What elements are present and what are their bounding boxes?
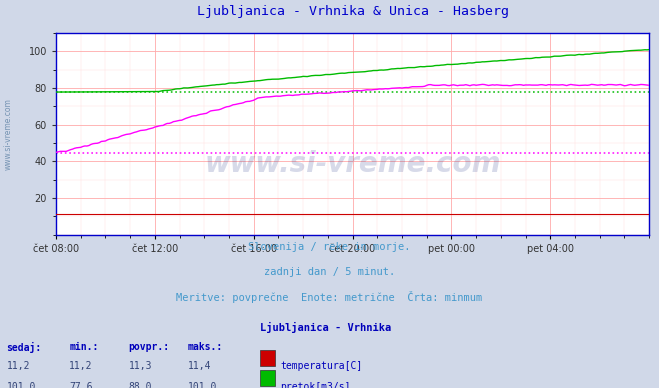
Text: Ljubljanica - Vrhnika: Ljubljanica - Vrhnika: [260, 322, 391, 333]
Text: 11,2: 11,2: [69, 362, 93, 371]
Text: temperatura[C]: temperatura[C]: [280, 362, 362, 371]
Text: Slovenija / reke in morje.: Slovenija / reke in morje.: [248, 242, 411, 253]
Text: povpr.:: povpr.:: [129, 342, 169, 352]
Text: www.si-vreme.com: www.si-vreme.com: [204, 150, 501, 178]
Text: 11,3: 11,3: [129, 362, 152, 371]
Text: maks.:: maks.:: [188, 342, 223, 352]
Text: 88,0: 88,0: [129, 382, 152, 388]
Text: pretok[m3/s]: pretok[m3/s]: [280, 382, 351, 388]
Text: www.si-vreme.com: www.si-vreme.com: [3, 98, 13, 170]
Text: 11,4: 11,4: [188, 362, 212, 371]
Text: 101,0: 101,0: [188, 382, 217, 388]
Text: Meritve: povprečne  Enote: metrične  Črta: minmum: Meritve: povprečne Enote: metrične Črta:…: [177, 291, 482, 303]
Text: 77,6: 77,6: [69, 382, 93, 388]
Text: sedaj:: sedaj:: [7, 342, 42, 353]
Text: min.:: min.:: [69, 342, 99, 352]
Text: zadnji dan / 5 minut.: zadnji dan / 5 minut.: [264, 267, 395, 277]
Text: 101,0: 101,0: [7, 382, 36, 388]
Text: Ljubljanica - Vrhnika & Unica - Hasberg: Ljubljanica - Vrhnika & Unica - Hasberg: [196, 5, 509, 18]
Text: 11,2: 11,2: [7, 362, 30, 371]
